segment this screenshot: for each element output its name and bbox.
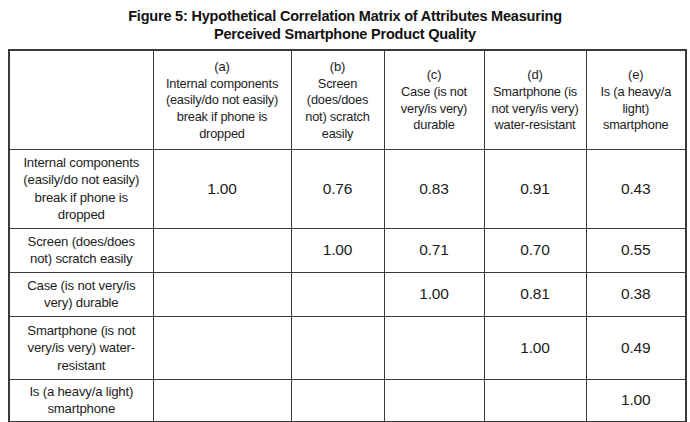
shaded-empty-cell <box>484 379 586 421</box>
matrix-cell: 0.81 <box>484 272 586 316</box>
matrix-cell: 0.83 <box>384 149 484 228</box>
shaded-empty-cell <box>291 272 384 316</box>
column-header-e: (e) Is (a heavy/a light) smartphone <box>586 50 686 149</box>
matrix-cell: 0.71 <box>384 228 484 272</box>
row-label-heavy-light: Is (a heavy/a light) smartphone <box>9 379 153 421</box>
shaded-empty-cell <box>153 228 291 272</box>
shaded-empty-cell <box>153 316 291 379</box>
shaded-empty-cell <box>384 379 484 421</box>
row-label-internal-components: Internal components (easily/do not easil… <box>9 149 153 228</box>
row-label-case: Case (is not very/is very) durable <box>9 272 153 316</box>
column-header-a: (a) Internal components (easily/do not e… <box>153 50 291 149</box>
column-label: Is (a heavy/a light) smartphone <box>593 84 680 134</box>
row-label-water-resistant: Smartphone (is not very/is very) water-r… <box>9 316 153 379</box>
row-label-screen: Screen (does/does not) scratch easily <box>9 228 153 272</box>
matrix-cell: 0.49 <box>586 316 686 379</box>
shaded-empty-cell <box>291 316 384 379</box>
column-label: Case (is not very/is very) durable <box>391 84 478 134</box>
matrix-cell: 1.00 <box>291 228 384 272</box>
matrix-cell: 0.38 <box>586 272 686 316</box>
column-id: (b) <box>298 58 378 76</box>
column-header-c: (c) Case (is not very/is very) durable <box>384 50 484 149</box>
column-label: Screen (does/does not) scratch easily <box>298 76 378 143</box>
column-header-d: (d) Smartphone (is not very/is very) wat… <box>484 50 586 149</box>
table-row: Screen (does/does not) scratch easily 1.… <box>9 228 686 272</box>
table-row: Smartphone (is not very/is very) water-r… <box>9 316 686 379</box>
column-label: Smartphone (is not very/is very) water-r… <box>491 84 580 134</box>
matrix-cell: 0.43 <box>586 149 686 228</box>
matrix-cell: 1.00 <box>586 379 686 421</box>
figure-title-line2: Perceived Smartphone Product Quality <box>0 26 690 44</box>
shaded-empty-cell <box>153 272 291 316</box>
column-id: (a) <box>160 58 285 76</box>
figure-title: Figure 5: Hypothetical Correlation Matri… <box>0 8 690 43</box>
column-header-b: (b) Screen (does/does not) scratch easil… <box>291 50 384 149</box>
corner-cell <box>9 50 153 149</box>
column-id: (e) <box>593 66 680 84</box>
matrix-cell: 1.00 <box>484 316 586 379</box>
table-row: Case (is not very/is very) durable 1.00 … <box>9 272 686 316</box>
table-row: Internal components (easily/do not easil… <box>9 149 686 228</box>
matrix-cell: 0.55 <box>586 228 686 272</box>
table-row: Is (a heavy/a light) smartphone 1.00 <box>9 379 686 421</box>
matrix-cell: 0.70 <box>484 228 586 272</box>
correlation-matrix-table: (a) Internal components (easily/do not e… <box>8 49 687 422</box>
matrix-cell: 0.91 <box>484 149 586 228</box>
column-label: Internal components (easily/do not easil… <box>160 76 285 143</box>
shaded-empty-cell <box>384 316 484 379</box>
column-id: (c) <box>391 66 478 84</box>
figure-title-line1: Figure 5: Hypothetical Correlation Matri… <box>0 8 690 26</box>
matrix-cell: 1.00 <box>153 149 291 228</box>
shaded-empty-cell <box>291 379 384 421</box>
matrix-cell: 1.00 <box>384 272 484 316</box>
matrix-cell: 0.76 <box>291 149 384 228</box>
figure-container: Figure 5: Hypothetical Correlation Matri… <box>0 8 690 422</box>
shaded-empty-cell <box>153 379 291 421</box>
header-row: (a) Internal components (easily/do not e… <box>9 50 686 149</box>
column-id: (d) <box>491 66 580 84</box>
